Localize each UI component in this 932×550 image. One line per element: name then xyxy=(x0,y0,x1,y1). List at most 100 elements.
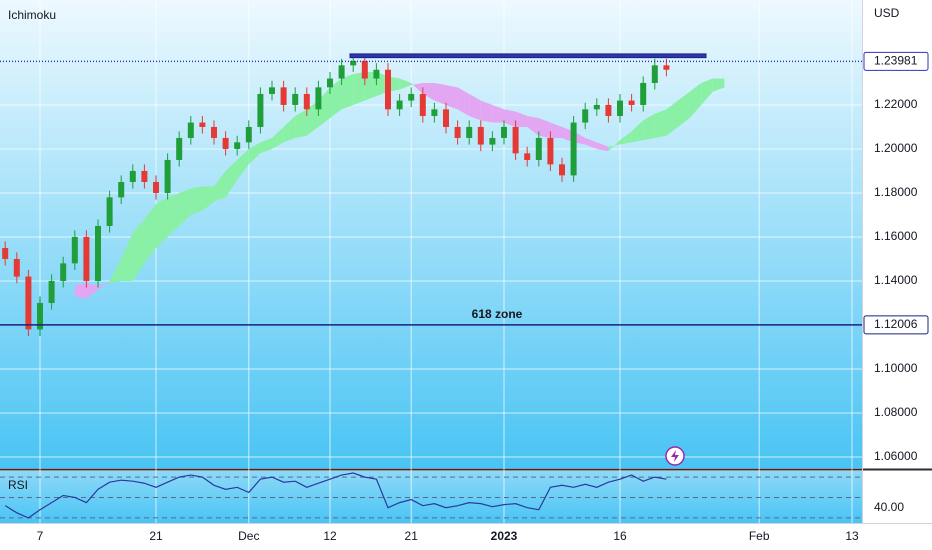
x-tick-label: 2023 xyxy=(491,529,518,543)
cloud-segment xyxy=(295,109,307,138)
candle-body xyxy=(466,126,473,138)
candle-body xyxy=(164,159,171,193)
candle-body xyxy=(269,87,275,94)
cloud-segment xyxy=(399,78,412,90)
cloud-segment xyxy=(585,137,597,149)
candle-body xyxy=(106,197,113,226)
alert-icon[interactable] xyxy=(665,446,685,466)
x-tick-label: 16 xyxy=(613,529,627,543)
candle-body xyxy=(338,65,345,79)
candle-body xyxy=(13,258,20,277)
candle-body xyxy=(524,153,531,160)
candle-body xyxy=(257,93,264,127)
cloud-segment xyxy=(179,188,191,226)
candle-body xyxy=(315,87,322,110)
cloud-segment xyxy=(689,82,702,119)
price-label: 1.12006 xyxy=(874,317,918,331)
candle-body xyxy=(396,100,403,110)
cloud-segment xyxy=(678,91,690,127)
cloud-segment xyxy=(538,118,551,138)
candle-body xyxy=(350,60,357,66)
cloud-segment xyxy=(422,82,435,101)
x-tick-label: 12 xyxy=(323,529,337,543)
candle-body xyxy=(141,170,148,182)
candle-body xyxy=(570,122,577,176)
x-tick-label: 7 xyxy=(37,529,44,543)
candle-body xyxy=(501,126,507,138)
price-label-box xyxy=(863,315,929,335)
resistance-zone xyxy=(349,53,707,59)
cloud-segment xyxy=(411,82,423,94)
cloud-segment xyxy=(608,140,620,152)
candle-body xyxy=(83,236,90,281)
rsi-pane xyxy=(0,471,862,523)
candle-body xyxy=(605,104,612,116)
rsi-tick-label: 40.00 xyxy=(874,500,904,514)
candle-body xyxy=(211,126,217,138)
candle-body xyxy=(593,104,600,110)
x-tick-label: 21 xyxy=(149,529,163,543)
cloud-segment xyxy=(86,283,98,299)
candle-body xyxy=(454,126,461,138)
y-tick-label: 1.06000 xyxy=(874,449,918,463)
y-tick-label: 1.14000 xyxy=(874,273,918,287)
candle-body xyxy=(361,60,368,79)
cloud-segment xyxy=(434,82,446,105)
candle-body xyxy=(512,126,519,154)
plot xyxy=(2,54,725,519)
cloud-segment xyxy=(132,219,145,281)
cloud-segment xyxy=(480,100,493,123)
candle-body xyxy=(547,137,554,165)
cloud-segment xyxy=(643,113,655,141)
candle-body xyxy=(535,137,542,160)
cloud-segment xyxy=(272,126,284,149)
candle-body xyxy=(2,247,9,259)
y-tick-label: 1.16000 xyxy=(874,229,918,243)
candle-body xyxy=(559,164,565,176)
cloud-segment xyxy=(167,192,180,237)
candle-body xyxy=(431,109,438,116)
candle-body xyxy=(199,122,206,127)
price-pane xyxy=(0,0,862,468)
candle-body xyxy=(153,181,159,193)
overlay: 618 zone xyxy=(0,53,862,326)
cloud-segment xyxy=(364,71,377,101)
x-tick-label: 21 xyxy=(405,529,419,543)
candle-body xyxy=(385,69,391,110)
candle-body xyxy=(628,100,635,105)
cloud-segment xyxy=(341,74,354,110)
cloud-segment xyxy=(712,78,725,92)
candle-body xyxy=(582,109,589,123)
candle-body xyxy=(489,137,496,145)
cloud-segment xyxy=(353,71,365,105)
x-tick-label: Dec xyxy=(238,529,259,543)
y-tick-label: 1.18000 xyxy=(874,185,918,199)
y-tick-label: 1.08000 xyxy=(874,405,918,419)
cloud-segment xyxy=(237,148,249,180)
candle-body xyxy=(245,126,252,143)
grid xyxy=(0,476,862,519)
cloud-segment xyxy=(121,232,133,281)
cloud-segment xyxy=(156,197,168,248)
cloud-segment xyxy=(596,142,609,152)
indicator-title: Ichimoku xyxy=(8,8,56,22)
candle-body xyxy=(651,65,658,83)
cloud-segment xyxy=(225,159,238,198)
cloud-segment xyxy=(248,142,261,165)
x-tick-label: 13 xyxy=(845,529,859,543)
cloud-segment xyxy=(457,87,470,116)
candle-body xyxy=(617,100,623,116)
cloud-segment xyxy=(260,137,272,154)
cloud-segment xyxy=(654,109,667,138)
cloud-segment xyxy=(631,120,644,143)
candle-body xyxy=(443,109,449,127)
y-tick-label: 1.20000 xyxy=(874,141,918,155)
cloud-segment xyxy=(620,131,632,145)
rsi-title: RSI xyxy=(8,478,28,492)
cloud-segment xyxy=(446,85,458,110)
cloud-segment xyxy=(492,104,504,123)
candle-body xyxy=(129,170,136,182)
candle-body xyxy=(280,87,287,105)
cloud-segment xyxy=(550,122,562,138)
